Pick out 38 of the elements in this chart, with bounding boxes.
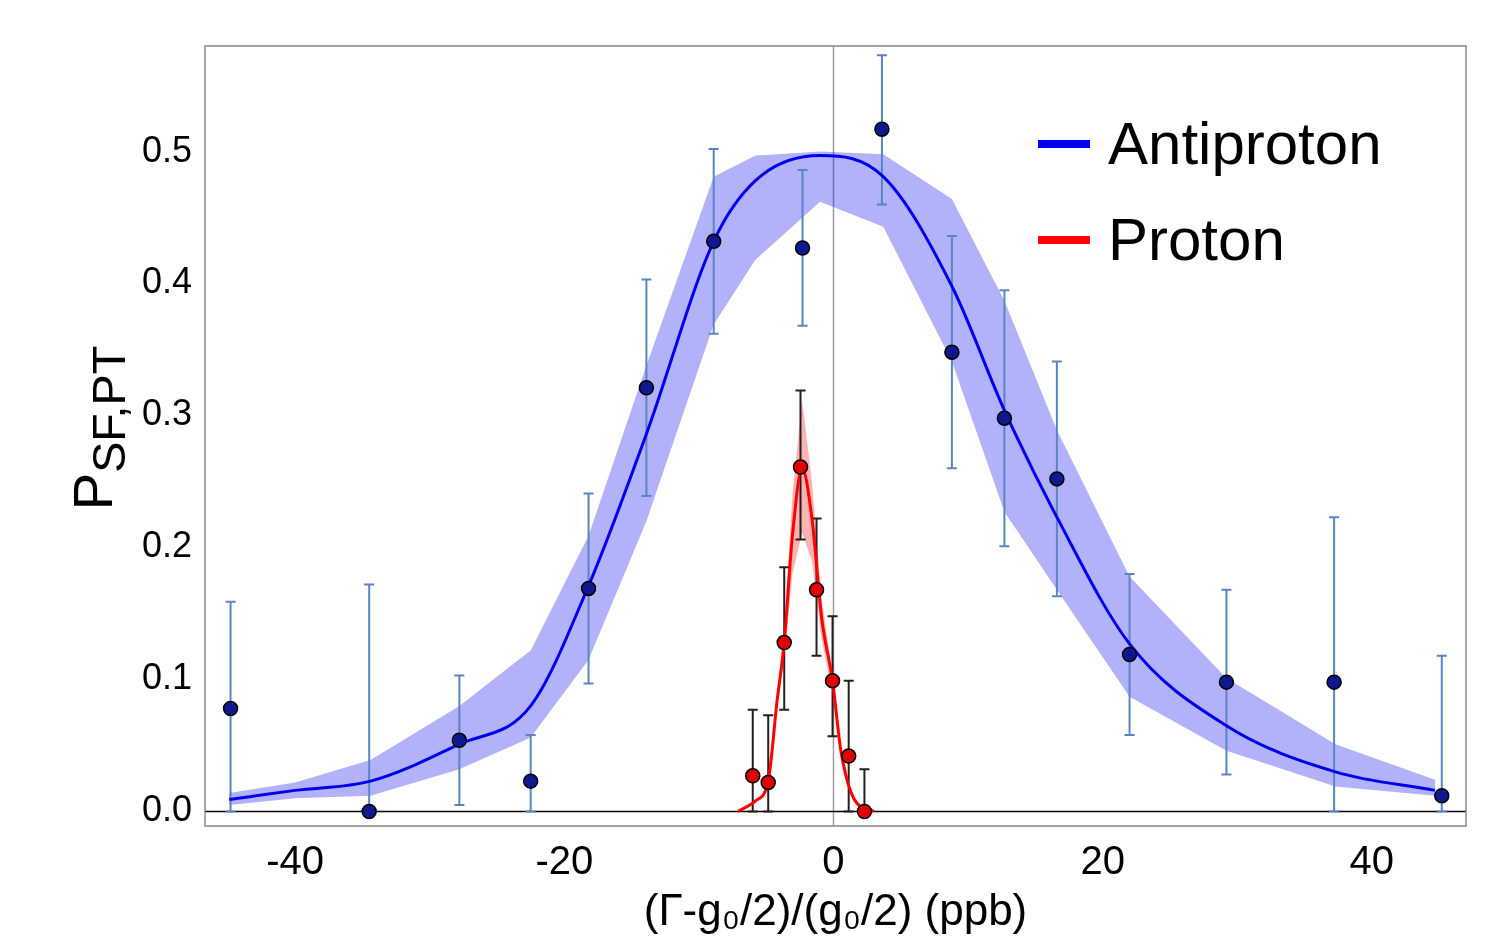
- point: [522, 773, 539, 789]
- point: [824, 673, 841, 689]
- point: [760, 774, 776, 791]
- point: [451, 732, 468, 748]
- point: [580, 580, 597, 597]
- y-tick-label: 0.3: [141, 392, 192, 434]
- point: [638, 380, 655, 396]
- point: [808, 582, 825, 598]
- y-tick-label: 0.5: [141, 128, 192, 170]
- x-tick-label: 40: [1349, 838, 1395, 883]
- legend-label: Antiproton: [1108, 109, 1382, 179]
- x-tick-label: 0: [822, 838, 845, 883]
- point: [874, 121, 890, 137]
- point: [944, 344, 960, 360]
- point: [1049, 471, 1065, 487]
- y-tick-label: 0.0: [141, 788, 192, 830]
- point: [1326, 674, 1342, 690]
- point: [792, 459, 809, 475]
- y-tick-label: 0.2: [141, 524, 192, 566]
- point: [1434, 787, 1450, 804]
- x-axis-title: (Γ-g₀/2)/(g₀/2) (ppb): [643, 884, 1028, 934]
- point: [1121, 646, 1138, 663]
- point: [840, 748, 857, 764]
- point: [222, 700, 239, 717]
- point: [361, 803, 377, 820]
- point: [996, 410, 1013, 426]
- point: [1218, 674, 1235, 690]
- point: [794, 240, 811, 256]
- y-tick-label: 0.4: [141, 260, 192, 302]
- x-tick-label: -20: [535, 838, 594, 883]
- point: [705, 233, 722, 250]
- legend-label: Proton: [1108, 205, 1285, 275]
- x-tick-label: -40: [266, 838, 325, 883]
- point: [856, 803, 873, 820]
- point: [776, 634, 792, 651]
- point: [744, 768, 761, 784]
- x-tick-label: 20: [1080, 838, 1125, 883]
- y-tick-label: 0.1: [141, 656, 192, 698]
